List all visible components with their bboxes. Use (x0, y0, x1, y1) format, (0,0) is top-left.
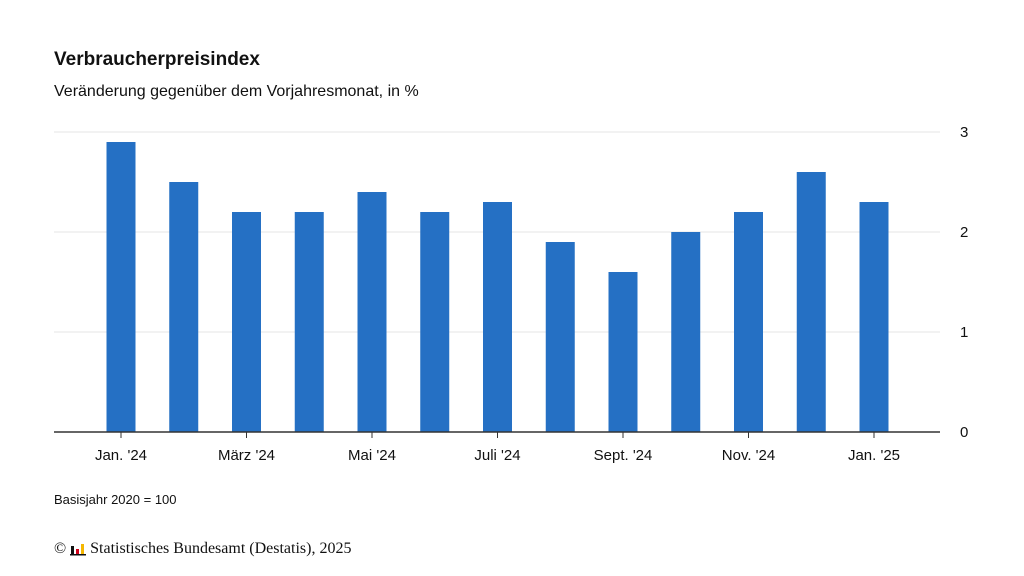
y-tick-label: 3 (960, 124, 968, 141)
x-tick-label: Mai '24 (348, 447, 396, 464)
bar (357, 192, 387, 432)
x-tick-label: Jan. '25 (848, 447, 900, 464)
bar (859, 202, 889, 432)
bar (483, 202, 512, 432)
bar (545, 242, 575, 432)
bar (608, 272, 638, 432)
y-tick-label: 1 (960, 324, 968, 341)
chart-title: Verbraucherpreisindex (54, 49, 260, 70)
bars (106, 142, 889, 432)
bar (671, 232, 701, 432)
x-tick-label: Nov. '24 (722, 447, 775, 464)
source-text: Statistisches Bundesamt (Destatis), 2025 (90, 540, 352, 557)
x-tick-label: Jan. '24 (95, 447, 147, 464)
bar (106, 142, 136, 432)
x-tick-label: März '24 (218, 447, 275, 464)
axes (54, 431, 940, 438)
bar (169, 182, 199, 432)
bar (294, 212, 324, 432)
copyright-symbol: © (54, 540, 67, 557)
chart-subtitle: Veränderung gegenüber dem Vorjahresmonat… (54, 83, 419, 100)
y-tick-label: 0 (960, 424, 968, 441)
bar (796, 172, 826, 432)
bar (232, 212, 261, 432)
y-tick-label: 2 (960, 224, 968, 241)
x-tick-label: Sept. '24 (594, 447, 653, 464)
bar-chart: 0 1 2 3 Jan. '24 März '24 Mai '24 Juli '24 Sept.… (54, 124, 968, 464)
bar (734, 212, 763, 432)
tick-labels: 0 1 2 3 Jan. '24 März '24 Mai '24 Juli '24 Sept.… (95, 124, 968, 464)
bar (420, 212, 450, 432)
footnote: Basisjahr 2020 = 100 (54, 492, 177, 507)
x-tick-label: Juli '24 (474, 447, 520, 464)
destatis-bars-icon (70, 544, 87, 556)
source-line: © Statistisches Bundesamt (Destatis), 20… (54, 540, 351, 558)
